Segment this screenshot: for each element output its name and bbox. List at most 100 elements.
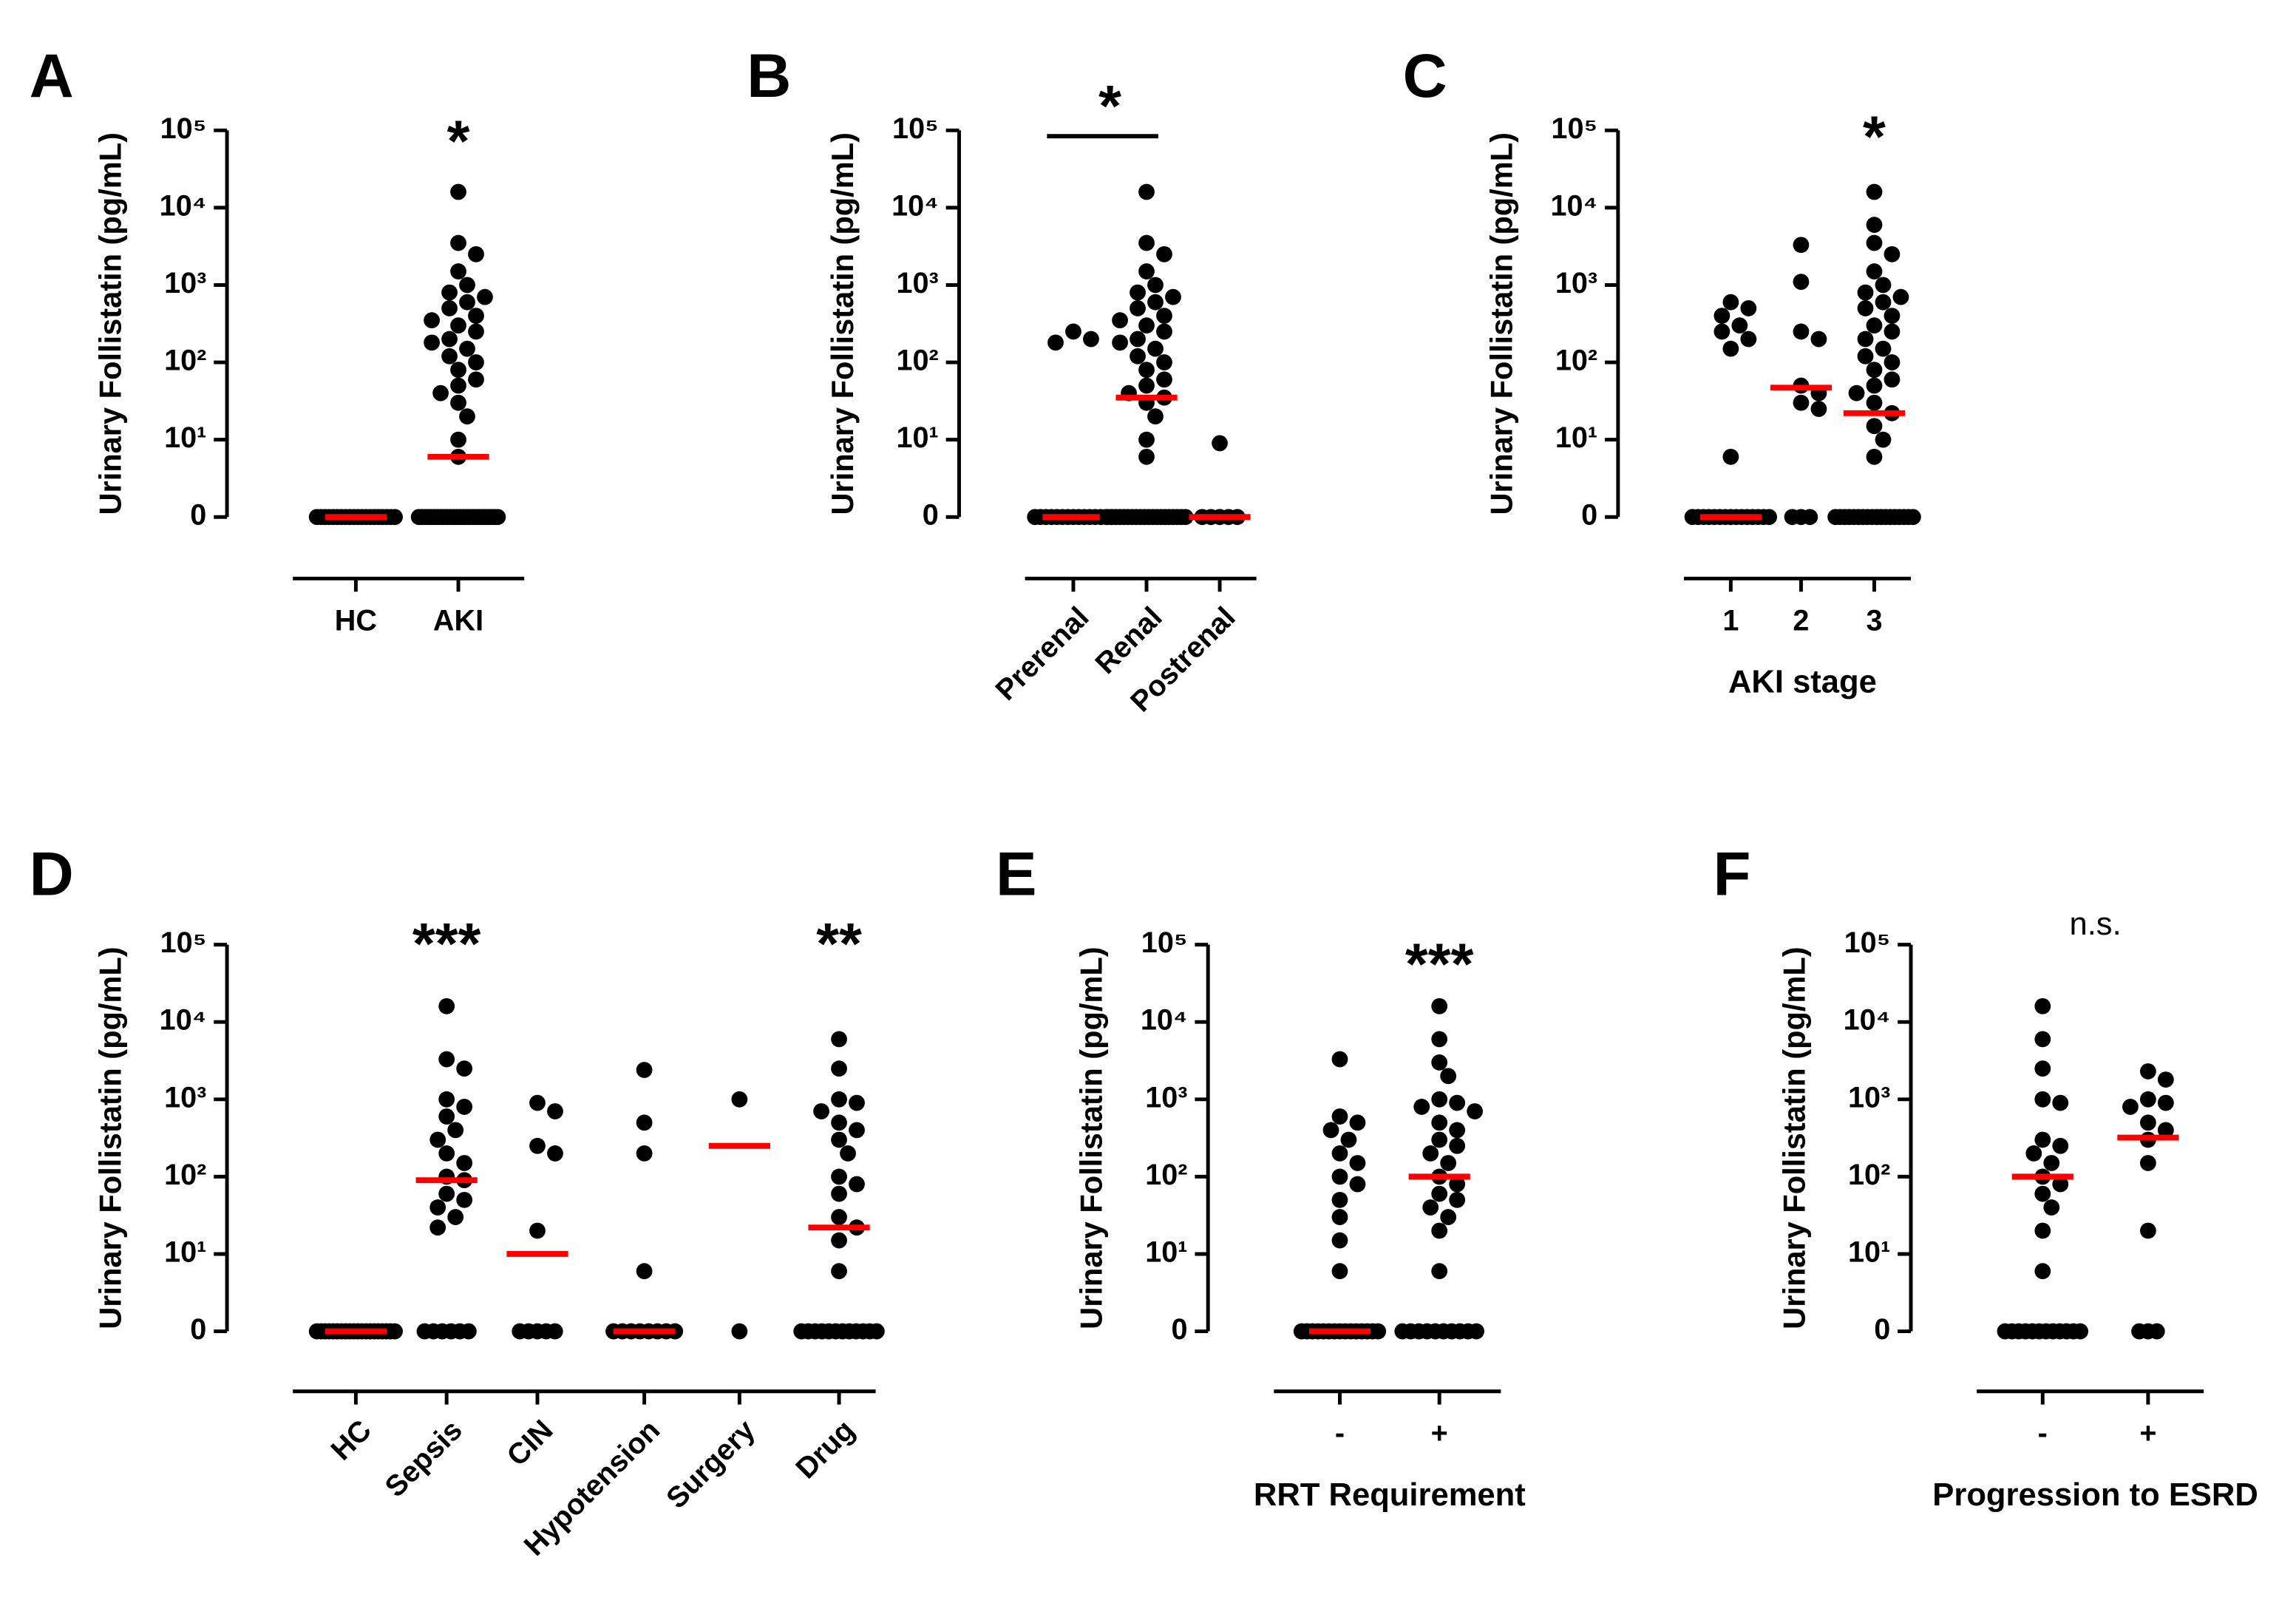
data-point (387, 509, 403, 526)
data-point (831, 1209, 847, 1225)
data-point (1857, 300, 1874, 316)
data-point (1431, 1131, 1448, 1148)
data-point (456, 1099, 473, 1115)
data-point (429, 1131, 446, 1148)
data-point (1147, 277, 1164, 294)
data-point (1130, 300, 1146, 316)
data-point (1722, 340, 1739, 357)
panel-letter: E (996, 839, 1037, 908)
x-tick-label: + (2139, 1417, 2156, 1450)
data-point (1449, 1122, 1466, 1139)
data-point (450, 362, 466, 379)
data-point (831, 1031, 847, 1048)
data-point (441, 284, 458, 301)
data-point (1331, 1168, 1348, 1185)
data-point (477, 288, 493, 305)
data-point (1866, 377, 1883, 394)
data-point (2034, 997, 2051, 1014)
data-point (636, 1263, 653, 1280)
data-point (636, 1114, 653, 1131)
data-point (2034, 1091, 2051, 1108)
data-point (731, 1323, 748, 1340)
data-point (1866, 183, 1883, 200)
significance-label: n.s. (2069, 906, 2121, 942)
data-point (831, 1168, 847, 1185)
x-axis-label: Progression to ESRD (1932, 1477, 2258, 1513)
data-point (2043, 1155, 2060, 1171)
data-point (1147, 294, 1164, 311)
data-point (2025, 1145, 2042, 1162)
data-point (2140, 1155, 2156, 1171)
data-point (1866, 217, 1883, 233)
y-tick-label: 10⁵ (160, 926, 207, 959)
y-tick-label: 10⁴ (1844, 1004, 1891, 1037)
data-point (1449, 1176, 1466, 1193)
y-tick-label: 10¹ (1145, 1236, 1187, 1268)
significance-label: *** (1405, 931, 1474, 997)
y-tick-label: 10⁵ (1141, 926, 1188, 959)
data-point (547, 1103, 563, 1119)
data-point (1349, 1114, 1366, 1131)
y-tick-label: 10³ (1848, 1081, 1890, 1114)
significance-label: * (1098, 72, 1121, 138)
y-axis-label: Urinary Follistatin (pg/mL) (825, 132, 860, 515)
data-point (456, 1191, 473, 1208)
data-point (1793, 323, 1810, 340)
panel-letter: C (1403, 41, 1447, 110)
data-point (456, 1155, 473, 1171)
data-point (447, 1122, 464, 1139)
data-point (831, 1131, 847, 1148)
y-tick-label: 10¹ (164, 1236, 206, 1268)
data-point (2034, 1185, 2051, 1202)
x-tick-label: - (1335, 1417, 1345, 1450)
data-point (1147, 408, 1164, 425)
data-point (1884, 308, 1901, 324)
y-tick-label: 10⁵ (1844, 926, 1891, 959)
data-point (1138, 183, 1155, 200)
y-tick-label: 10² (1145, 1159, 1187, 1191)
y-axis-label: Urinary Follistatin (pg/mL) (1074, 946, 1109, 1329)
x-tick-label: Surgery (660, 1414, 761, 1515)
x-axis-label: AKI stage (1728, 665, 1877, 700)
data-point (1431, 1185, 1448, 1202)
data-point (1331, 1209, 1348, 1225)
data-point (2140, 1063, 2156, 1080)
data-point (1801, 509, 1818, 526)
data-point (1740, 331, 1757, 348)
data-point (1884, 371, 1901, 388)
y-axis-label: Urinary Follistatin (pg/mL) (93, 132, 128, 515)
data-point (1156, 354, 1172, 370)
data-point (529, 1222, 546, 1239)
data-point (441, 331, 458, 348)
data-point (1156, 308, 1172, 324)
data-point (1349, 1155, 1366, 1171)
data-point (831, 1263, 847, 1280)
data-point (459, 277, 475, 294)
data-point (840, 1145, 856, 1162)
data-point (1138, 263, 1155, 279)
data-point (459, 408, 475, 425)
data-point (489, 509, 506, 526)
y-tick-label: 10⁴ (891, 189, 939, 222)
y-tick-label: 10² (896, 345, 938, 377)
y-tick-label: 10¹ (1848, 1236, 1890, 1268)
data-point (1904, 509, 1921, 526)
y-tick-label: 10¹ (1555, 421, 1597, 454)
y-axis-label: Urinary Follistatin (pg/mL) (1484, 132, 1518, 515)
data-point (1138, 431, 1155, 448)
data-point (1130, 284, 1146, 301)
data-point (1147, 340, 1164, 357)
data-point (450, 263, 466, 279)
data-point (1857, 348, 1874, 365)
data-point (450, 234, 466, 251)
y-axis-label: Urinary Follistatin (pg/mL) (1776, 946, 1811, 1329)
y-tick-label: 10¹ (164, 421, 206, 454)
data-point (441, 348, 458, 365)
data-point (1431, 997, 1448, 1014)
panel-letter: A (30, 41, 74, 110)
y-tick-label: 0 (1171, 1313, 1187, 1346)
data-point (1112, 312, 1128, 329)
data-point (1884, 354, 1901, 370)
data-point (2157, 1094, 2174, 1111)
data-point (1866, 234, 1883, 251)
